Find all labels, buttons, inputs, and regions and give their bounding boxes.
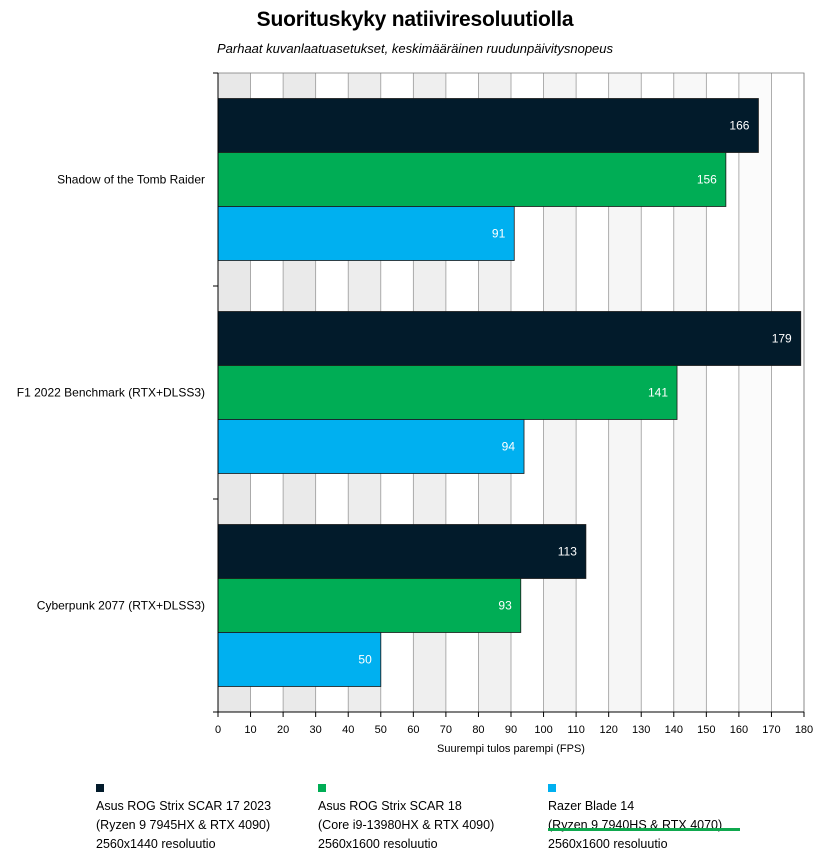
legend-label: Asus ROG Strix SCAR 17 2023 bbox=[96, 799, 272, 813]
legend-label-line3: 2560x1440 resoluutio bbox=[96, 837, 216, 851]
chart-subtitle: Parhaat kuvanlaatuasetukset, keskimääräi… bbox=[216, 41, 614, 56]
value-label: 91 bbox=[492, 227, 506, 241]
category-labels: Shadow of the Tomb Raider F1 2022 Benchma… bbox=[17, 173, 205, 613]
value-label: 141 bbox=[648, 386, 668, 400]
x-tick-label: 100 bbox=[534, 724, 552, 736]
x-tick-label: 110 bbox=[567, 724, 585, 736]
x-tick-label: 70 bbox=[440, 724, 452, 736]
x-axis-title: Suurempi tulos parempi (FPS) bbox=[437, 743, 585, 755]
x-tick-label: 40 bbox=[342, 724, 354, 736]
bar bbox=[217, 98, 759, 153]
x-tick-label: 150 bbox=[697, 724, 715, 736]
x-tick-label: 80 bbox=[472, 724, 484, 736]
x-tick-label: 30 bbox=[310, 724, 322, 736]
bar bbox=[217, 152, 727, 207]
axes bbox=[213, 72, 805, 717]
x-tick-label: 170 bbox=[762, 724, 780, 736]
x-tick-label: 50 bbox=[375, 724, 387, 736]
bar-chart: 166 156 91 179 141 94 113 93 50 0 10 20 30 40 50 60 70 8… bbox=[17, 72, 813, 755]
category-label: Shadow of the Tomb Raider bbox=[57, 173, 205, 187]
x-tick-label: 90 bbox=[505, 724, 517, 736]
bar bbox=[217, 206, 515, 261]
value-label: 93 bbox=[498, 599, 512, 613]
legend-label-line3: 2560x1600 resoluutio bbox=[318, 837, 438, 851]
x-tick-label: 60 bbox=[407, 724, 419, 736]
value-label: 166 bbox=[729, 119, 749, 133]
bar bbox=[217, 524, 587, 579]
chart-title: Suorituskyky natiiviresoluutiolla bbox=[256, 8, 574, 31]
legend-swatch bbox=[548, 784, 556, 792]
bar bbox=[217, 365, 678, 420]
legend-swatch bbox=[96, 784, 104, 792]
x-tick-label: 140 bbox=[665, 724, 683, 736]
bar bbox=[217, 311, 802, 366]
legend-label-line2: (Ryzen 9 7940HS & RTX 4070) bbox=[548, 818, 723, 832]
plot-band bbox=[738, 73, 772, 712]
value-label: 179 bbox=[772, 332, 792, 346]
category-label: Cyberpunk 2077 (RTX+DLSS3) bbox=[37, 599, 205, 613]
legend-label: Asus ROG Strix SCAR 18 bbox=[318, 799, 462, 813]
x-tick-label: 180 bbox=[795, 724, 813, 736]
legend-swatch bbox=[318, 784, 326, 792]
x-tick-label: 10 bbox=[244, 724, 256, 736]
category-label: F1 2022 Benchmark (RTX+DLSS3) bbox=[17, 386, 205, 400]
x-tick-label: 160 bbox=[730, 724, 748, 736]
x-tick-label: 0 bbox=[215, 724, 221, 736]
highlight-underline bbox=[548, 828, 740, 831]
value-label: 156 bbox=[697, 173, 717, 187]
value-label: 50 bbox=[358, 653, 372, 667]
bar bbox=[217, 578, 522, 633]
x-tick-label: 120 bbox=[599, 724, 617, 736]
bars: 166 156 91 179 141 94 113 93 50 bbox=[217, 98, 802, 687]
legend-label: Razer Blade 14 bbox=[548, 799, 635, 813]
bar bbox=[217, 419, 525, 474]
value-label: 113 bbox=[558, 545, 577, 559]
legend-label-line2: (Core i9-13980HX & RTX 4090) bbox=[318, 818, 495, 832]
legend-label-line2: (Ryzen 9 7945HX & RTX 4090) bbox=[96, 818, 271, 832]
x-tick-label: 130 bbox=[632, 724, 650, 736]
x-tick-labels: 0 10 20 30 40 50 60 70 80 90 100 110 120 130 140 150 160… bbox=[215, 724, 813, 736]
x-tick-label: 20 bbox=[277, 724, 289, 736]
bar bbox=[217, 632, 382, 687]
value-label: 94 bbox=[502, 440, 516, 454]
legend-label-line3: 2560x1600 resoluutio bbox=[548, 837, 668, 851]
